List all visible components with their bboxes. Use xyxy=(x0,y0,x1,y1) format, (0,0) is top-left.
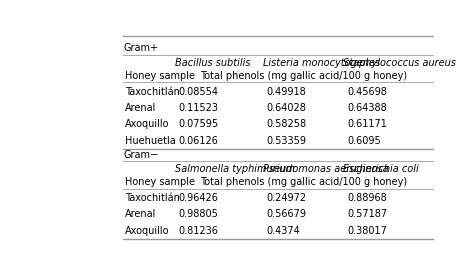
Text: 0.06126: 0.06126 xyxy=(178,136,218,146)
Text: Listeria monocytogenes: Listeria monocytogenes xyxy=(263,58,380,68)
Text: 0.61171: 0.61171 xyxy=(347,119,387,129)
Text: Arenal: Arenal xyxy=(125,103,157,113)
Text: Axoquillo: Axoquillo xyxy=(125,119,170,129)
Text: Honey sample: Honey sample xyxy=(125,177,195,187)
Text: 0.58258: 0.58258 xyxy=(266,119,307,129)
Text: 0.49918: 0.49918 xyxy=(266,87,306,97)
Text: 0.88968: 0.88968 xyxy=(347,193,386,203)
Text: 0.6095: 0.6095 xyxy=(347,136,381,146)
Text: 0.07595: 0.07595 xyxy=(178,119,219,129)
Text: Gram+: Gram+ xyxy=(123,43,158,53)
Text: Total phenols (mg gallic acid/100 g honey): Total phenols (mg gallic acid/100 g hone… xyxy=(200,177,407,187)
Text: Taxochitlán: Taxochitlán xyxy=(125,87,180,97)
Text: Escherichia coli: Escherichia coli xyxy=(343,164,419,174)
Text: 0.64388: 0.64388 xyxy=(347,103,386,113)
Text: 0.08554: 0.08554 xyxy=(178,87,218,97)
Text: 0.38017: 0.38017 xyxy=(347,226,387,236)
Text: Huehuetla: Huehuetla xyxy=(125,136,176,146)
Text: 0.24972: 0.24972 xyxy=(266,193,307,203)
Text: 0.53359: 0.53359 xyxy=(266,136,306,146)
Text: Pseudomonas aeruginosa: Pseudomonas aeruginosa xyxy=(263,164,388,174)
Text: Staphylococcus aureus: Staphylococcus aureus xyxy=(343,58,456,68)
Text: Axoquillo: Axoquillo xyxy=(125,226,170,236)
Text: 0.4374: 0.4374 xyxy=(266,226,300,236)
Text: 0.45698: 0.45698 xyxy=(347,87,387,97)
Text: 0.57187: 0.57187 xyxy=(347,209,387,220)
Text: 0.96426: 0.96426 xyxy=(178,193,218,203)
Text: 0.98805: 0.98805 xyxy=(178,209,218,220)
Text: Taxochitlán: Taxochitlán xyxy=(125,193,180,203)
Text: Arenal: Arenal xyxy=(125,209,157,220)
Text: Honey sample: Honey sample xyxy=(125,70,195,80)
Text: Salmonella typhimurium: Salmonella typhimurium xyxy=(175,164,295,174)
Text: 0.64028: 0.64028 xyxy=(266,103,306,113)
Text: 0.56679: 0.56679 xyxy=(266,209,306,220)
Text: Gram−: Gram− xyxy=(123,150,158,159)
Text: Total phenols (mg gallic acid/100 g honey): Total phenols (mg gallic acid/100 g hone… xyxy=(200,70,407,80)
Text: 0.81236: 0.81236 xyxy=(178,226,218,236)
Text: 0.11523: 0.11523 xyxy=(178,103,218,113)
Text: Bacillus subtilis: Bacillus subtilis xyxy=(175,58,250,68)
